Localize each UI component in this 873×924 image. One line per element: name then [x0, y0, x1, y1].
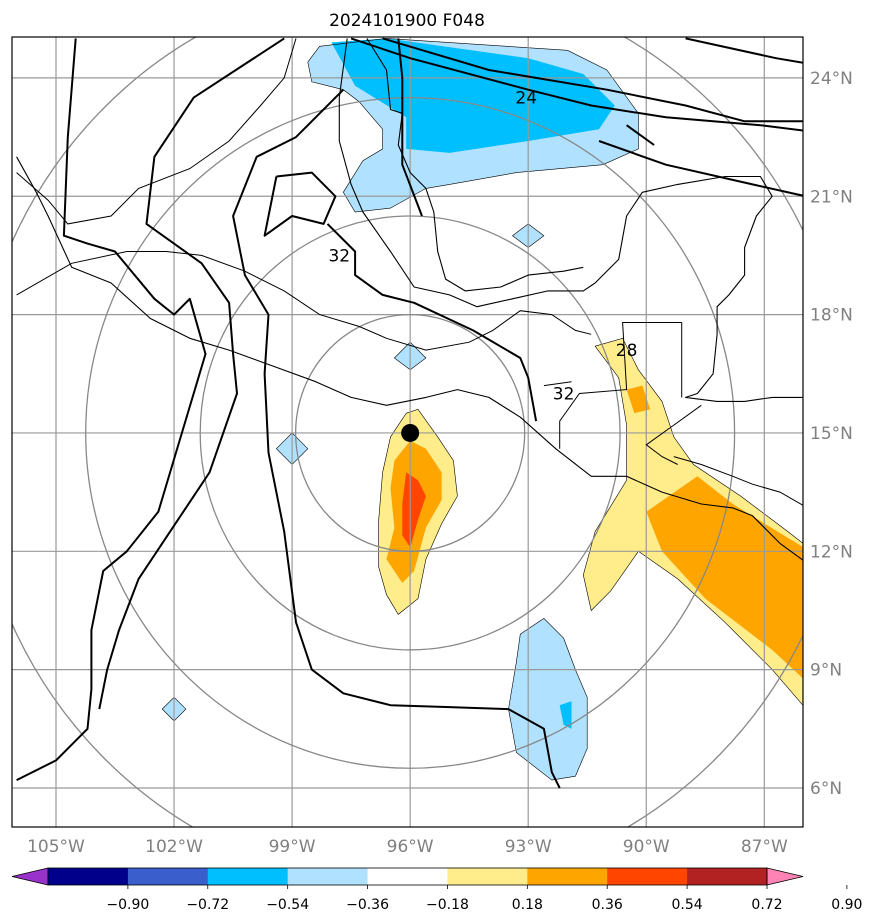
colorbar-extend-high [766, 867, 804, 886]
height-contour [382, 37, 803, 123]
shaded-region [559, 701, 572, 729]
field-outline [512, 223, 545, 248]
x-tick-label: 99°W [269, 837, 316, 857]
colorbar-tick-label: −0.54 [266, 897, 309, 913]
shaded-region [626, 385, 651, 414]
colorbar-tick-label: −0.36 [346, 897, 389, 913]
contour-label: 32 [328, 246, 350, 266]
y-tick-label: 15°N [810, 424, 853, 444]
contour-label: 32 [553, 385, 575, 405]
x-tick-label: 90°W [623, 837, 670, 857]
colorbar-tick-label: −0.90 [106, 897, 149, 913]
range-ring [294, 313, 526, 552]
height-contour [626, 124, 655, 146]
range-ring [199, 215, 621, 651]
colorbar-segment [48, 868, 129, 885]
x-tick-label: 87°W [741, 837, 788, 857]
y-tick-label: 21°N [810, 187, 853, 207]
country-border [16, 38, 297, 225]
shaded-region [402, 472, 426, 548]
y-tick-label: 6°N [810, 779, 842, 799]
contour-layer [16, 37, 803, 789]
x-tick-label: 96°W [387, 837, 434, 857]
x-tick-label: 102°W [145, 837, 203, 857]
colorbar-tick-label: −0.18 [426, 897, 469, 913]
colorbar-tick-label: −0.72 [186, 897, 229, 913]
contour-label: 24 [515, 89, 537, 109]
height-contour [350, 37, 803, 132]
country-border [559, 322, 682, 449]
colorbar-segment [207, 868, 289, 885]
colorbar-tick-label: 0.18 [512, 897, 543, 913]
colorbar-segment [607, 868, 688, 885]
gridline-layer [12, 37, 803, 827]
colorbar-segment [367, 868, 448, 885]
axis-tick-labels: 105°W 102°W 99°W 96°W 93°W 90°W 87°W 6°N 9°N 12°N… [27, 69, 853, 857]
colorbar-segment [287, 868, 369, 885]
country-border [645, 404, 702, 465]
field-outline [307, 38, 639, 213]
country-border [16, 251, 592, 351]
field-outline [378, 408, 458, 615]
y-tick-label: 18°N [810, 306, 853, 326]
height-contour [685, 37, 803, 64]
y-tick-label: 12°N [810, 542, 853, 562]
y-tick-label: 24°N [810, 69, 853, 89]
field-outline [275, 432, 309, 465]
contour-label: 28 [616, 341, 638, 361]
x-tick-label: 93°W [505, 837, 552, 857]
height-contour [263, 171, 337, 237]
field-outline [393, 341, 427, 371]
height-contour [16, 38, 207, 781]
height-contour [232, 88, 561, 789]
height-contour [98, 37, 285, 710]
range-ring [85, 96, 736, 769]
country-border [673, 456, 803, 506]
coastline-layer [16, 38, 803, 561]
contour-label-layer: 24 32 28 32 [328, 89, 638, 405]
height-contour [397, 38, 423, 217]
colorbar-segment [527, 868, 608, 885]
storm-center-marker [401, 423, 420, 442]
colorbar-tick-label: 0.90 [831, 897, 862, 913]
country-border [543, 381, 572, 387]
colorbar: −0.90 −0.72 −0.54 −0.36 −0.18 0.18 0.36 0.54 0.7… [11, 867, 862, 913]
colorbar-segment [127, 868, 209, 885]
shaded-region [331, 38, 615, 153]
colorbar-tick-label: 0.36 [592, 897, 623, 913]
colorbar-extend-low [11, 867, 49, 886]
range-ring-layer [12, 37, 803, 827]
coastline [366, 38, 584, 292]
coastline [16, 156, 803, 561]
x-tick-label: 105°W [27, 837, 85, 857]
height-contour [326, 223, 538, 422]
field-outline [582, 337, 803, 706]
field-outline [161, 696, 187, 722]
map-frame [11, 36, 804, 828]
storm-marker-layer [401, 423, 420, 442]
y-tick-label: 9°N [810, 661, 842, 681]
colorbar-tick-label: 0.72 [751, 897, 782, 913]
chart-title: 2024101900 F048 [329, 11, 485, 31]
colorbar-frame [47, 867, 768, 886]
colorbar-tick-label: 0.54 [672, 897, 703, 913]
colorbar-segment [447, 868, 528, 885]
field-outline [508, 618, 588, 781]
height-contour [598, 140, 803, 197]
coastline [338, 38, 803, 402]
colorbar-segment [687, 868, 768, 885]
